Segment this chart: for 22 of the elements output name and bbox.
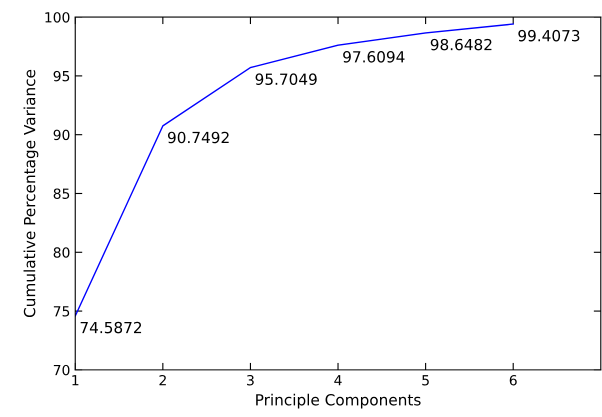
y-tick-label: 80	[54, 247, 70, 258]
x-tick-label: 6	[510, 374, 517, 386]
data-label: 97.6094	[343, 51, 405, 63]
y-tick-label: 70	[54, 364, 70, 376]
x-axis-title: Principle Components	[256, 394, 421, 409]
data-label: 90.7492	[168, 132, 229, 144]
y-tick-label: 90	[54, 130, 70, 140]
x-tick-label: 5	[422, 375, 429, 386]
y-axis-title: Cumulative Percentage Variance	[24, 70, 38, 318]
data-label: 74.5872	[80, 322, 142, 334]
x-tick-label: 4	[334, 375, 342, 386]
x-tick-label: 1	[72, 375, 78, 386]
line-series	[75, 23, 514, 317]
x-tick-label: 3	[247, 374, 254, 386]
data-label: 98.6482	[430, 38, 492, 50]
y-tick-label: 75	[54, 306, 70, 317]
y-tick-label: 100	[45, 12, 70, 23]
y-tick-label: 85	[54, 188, 70, 199]
x-tick-label: 2	[159, 374, 166, 386]
y-tick-label: 95	[54, 70, 70, 82]
data-label: 95.7049	[256, 73, 317, 85]
data-label: 99.4073	[518, 30, 580, 42]
